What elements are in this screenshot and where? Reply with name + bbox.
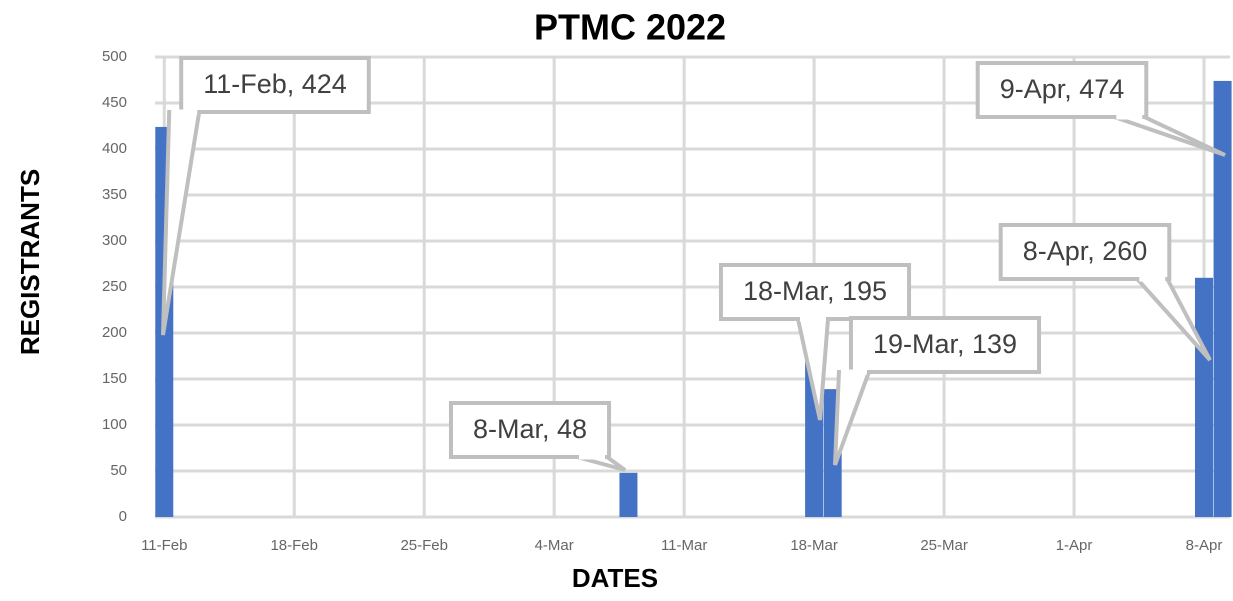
y-tick-label: 150 <box>102 370 127 387</box>
y-tick-label: 450 <box>102 94 127 111</box>
data-label-callout: 8-Mar, 48 <box>448 401 627 472</box>
x-tick-label: 11-Mar <box>661 537 707 554</box>
bar <box>1213 80 1232 518</box>
y-tick-label: 200 <box>102 324 127 341</box>
data-label: 11-Feb, 424 <box>203 69 347 99</box>
x-axis-label: DATES <box>572 563 658 593</box>
x-tick-label: 18-Feb <box>270 537 318 554</box>
data-label: 8-Mar, 48 <box>473 414 587 444</box>
data-label-callout: 9-Apr, 474 <box>975 61 1226 157</box>
callout-box <box>848 316 1042 374</box>
bar <box>619 472 638 517</box>
y-tick-label: 300 <box>102 232 127 249</box>
y-tick-label: 0 <box>119 508 127 525</box>
callout-pointer <box>161 110 202 336</box>
data-label-callout: 11-Feb, 424 <box>161 56 371 336</box>
x-tick-label: 4-Mar <box>535 537 574 554</box>
x-tick-label: 25-Feb <box>400 537 448 554</box>
y-tick-label: 400 <box>102 140 127 157</box>
data-label-callout: 18-Mar, 195 <box>718 263 912 421</box>
data-label-callout: 19-Mar, 139 <box>833 316 1042 466</box>
y-tick-label: 500 <box>102 48 127 65</box>
callout-box <box>975 61 1149 119</box>
data-label: 19-Mar, 139 <box>873 329 1017 359</box>
y-tick-label: 100 <box>102 416 127 433</box>
x-tick-label: 18-Mar <box>790 537 838 554</box>
bar <box>1195 277 1214 517</box>
data-label: 18-Mar, 195 <box>743 276 887 306</box>
data-label-callout: 8-Apr, 260 <box>998 223 1212 362</box>
chart-title: PTMC 2022 <box>534 7 726 48</box>
x-tick-label: 8-Apr <box>1186 537 1223 554</box>
y-tick-label: 250 <box>102 278 127 295</box>
y-tick-label: 50 <box>110 462 127 479</box>
callout-box <box>718 263 912 321</box>
data-label: 8-Apr, 260 <box>1023 236 1148 266</box>
data-label: 9-Apr, 474 <box>1000 74 1125 104</box>
callout-pointer <box>833 370 872 466</box>
y-tick-label: 350 <box>102 186 127 203</box>
callout-box <box>448 401 612 459</box>
callout-box <box>998 223 1172 281</box>
x-tick-label: 1-Apr <box>1056 537 1093 554</box>
callout-box <box>179 56 371 114</box>
x-tick-label: 11-Feb <box>141 537 187 554</box>
y-axis-label: REGISTRANTS <box>15 169 45 355</box>
x-tick-label: 25-Mar <box>920 537 968 554</box>
